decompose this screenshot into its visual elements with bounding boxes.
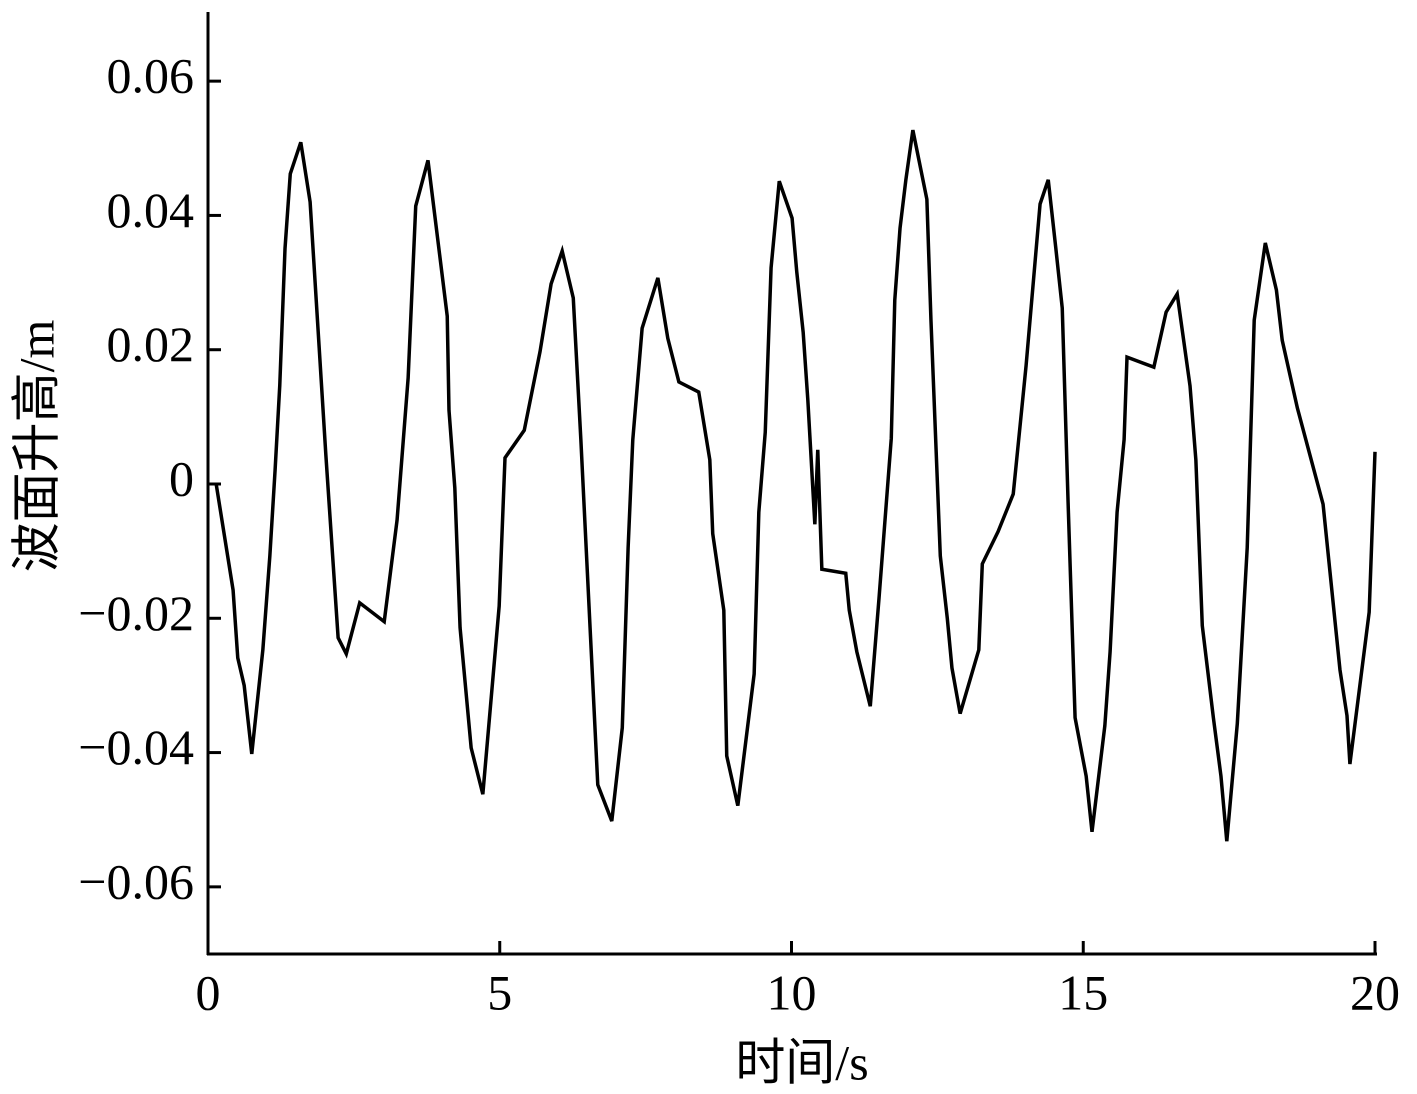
x-tick-label: 20 [1350, 964, 1400, 1020]
y-tick-label: 0.02 [107, 316, 195, 372]
x-tick-label: 0 [196, 964, 221, 1020]
y-tick-label: 0 [169, 450, 194, 506]
x-axis-label: 时间/s [735, 1034, 868, 1090]
y-tick-label: −0.04 [78, 719, 194, 775]
y-axis-label: 波面升高/m [8, 320, 64, 573]
x-tick-label: 5 [487, 964, 512, 1020]
line-series [214, 129, 1377, 842]
y-tick-label: 0.06 [107, 48, 195, 104]
y-tick-label: −0.02 [78, 585, 194, 641]
y-tick-label: 0.04 [107, 182, 195, 238]
x-tick-label: 15 [1058, 964, 1108, 1020]
x-tick-label: 10 [767, 964, 817, 1020]
y-tick-label: −0.06 [78, 853, 194, 909]
